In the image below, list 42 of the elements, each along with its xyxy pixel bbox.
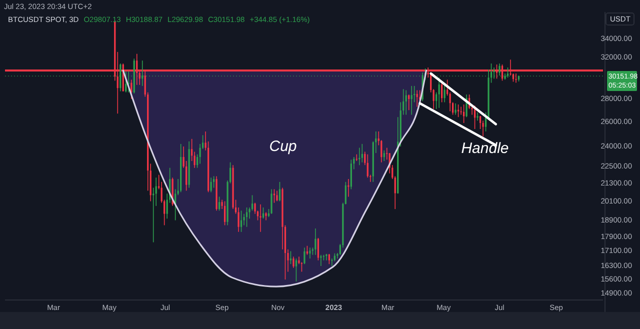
candlestick [278, 182, 281, 202]
candlestick [224, 200, 226, 226]
candlestick [328, 254, 330, 264]
candlestick [265, 212, 267, 221]
candlestick [383, 150, 385, 162]
annotation: Handle [461, 140, 509, 157]
candlestick [304, 247, 306, 264]
candlestick [212, 176, 215, 188]
candlestick [320, 254, 322, 266]
candlestick [210, 177, 212, 193]
candlestick [410, 86, 412, 116]
candlestick [142, 60, 144, 86]
candlestick [125, 71, 127, 93]
annotation: Cup [269, 138, 297, 155]
candlestick [506, 67, 509, 78]
candlestick [482, 120, 484, 137]
candlestick [493, 67, 495, 80]
candlestick [290, 250, 292, 264]
candlestick [454, 102, 456, 116]
candlestick [295, 258, 298, 282]
candlestick [476, 112, 478, 122]
candlestick [350, 159, 352, 190]
candlestick [326, 254, 328, 261]
candlestick [260, 204, 262, 232]
candlestick [441, 82, 443, 103]
candlestick [270, 188, 272, 214]
candlestick [444, 84, 446, 103]
candlestick [416, 90, 418, 108]
candlestick [317, 238, 320, 261]
candlestick [361, 144, 363, 163]
candlestick [515, 73, 517, 84]
candlestick [498, 63, 500, 76]
candlestick [273, 188, 276, 204]
candlestick [309, 247, 311, 259]
candlestick [438, 77, 440, 108]
candlestick [314, 228, 316, 256]
candlestick [292, 256, 294, 268]
candlestick [120, 63, 122, 92]
candlestick [218, 196, 220, 212]
candlestick [462, 104, 465, 124]
candlestick [246, 207, 248, 228]
candlestick [276, 190, 278, 202]
